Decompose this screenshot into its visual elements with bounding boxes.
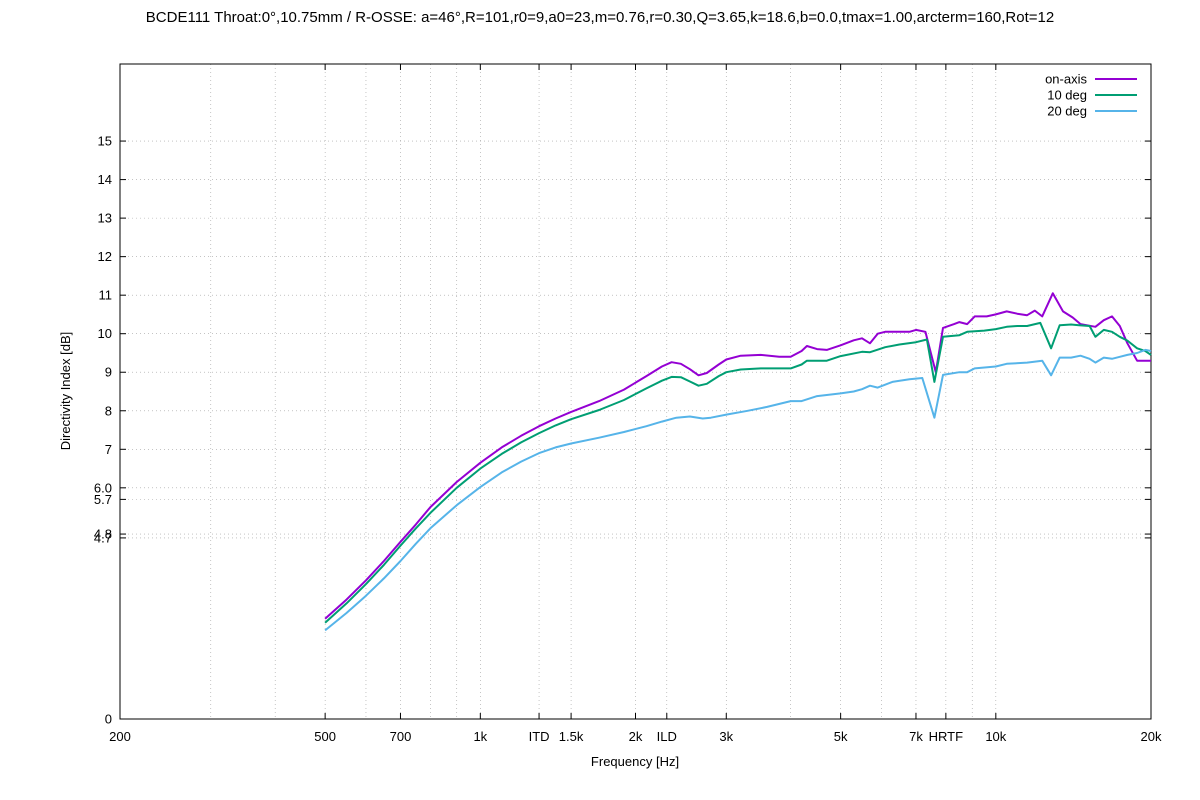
legend-label: 20 deg: [1047, 104, 1087, 119]
y-tick-label: 11: [99, 288, 113, 303]
legend-label: 10 deg: [1047, 88, 1087, 103]
x-tick-label: HRTF: [929, 729, 963, 744]
axis-ticks: 200 500 700 1k ITD 1.5k 2k ILD 3k 5k 7k HRTF 10k 20k 0…: [94, 64, 1162, 744]
y-tick-label: 5.7: [94, 492, 112, 507]
y-tick-label: 13: [98, 211, 112, 226]
y-tick-label: 10: [98, 326, 112, 341]
x-tick-label: 2k: [629, 729, 643, 744]
y-tick-label: 12: [98, 249, 112, 264]
x-tick-label: 200: [109, 729, 131, 744]
x-tick-label: 3k: [719, 729, 733, 744]
y-tick-label: 6.0: [94, 480, 112, 495]
x-axis-label: Frequency [Hz]: [591, 754, 679, 769]
y-tick-label: 0: [105, 712, 112, 727]
y-tick-label: 9: [105, 365, 112, 380]
chart-title: BCDE111 Throat:0°,10.75mm / R-OSSE: a=46…: [146, 9, 1054, 26]
y-axis-label: Directivity Index [dB]: [58, 332, 73, 451]
x-tick-label: 1k: [473, 729, 487, 744]
grid: [120, 64, 1151, 719]
x-tick-label: ILD: [657, 729, 677, 744]
x-tick-label: 500: [314, 729, 336, 744]
x-tick-label: 10k: [985, 729, 1006, 744]
y-tick-label: 4.8: [94, 527, 112, 542]
legend-label: on-axis: [1045, 72, 1087, 87]
x-tick-label: 7k: [909, 729, 923, 744]
x-tick-label: 1.5k: [559, 729, 584, 744]
y-tick-label: 14: [98, 172, 112, 187]
y-tick-label: 7: [105, 442, 112, 457]
series-group: [324, 292, 1152, 632]
series-line-1: [324, 321, 1152, 624]
x-tick-label: 5k: [834, 729, 848, 744]
series-line-0: [324, 292, 1151, 620]
y-tick-label: 4.7: [94, 530, 112, 545]
x-tick-label: ITD: [529, 729, 550, 744]
y-tick-label: 15: [98, 134, 112, 149]
x-tick-label: 700: [390, 729, 412, 744]
series-line-2: [324, 348, 1152, 632]
x-tick-label: 20k: [1141, 729, 1162, 744]
y-tick-label: 8: [105, 403, 112, 418]
